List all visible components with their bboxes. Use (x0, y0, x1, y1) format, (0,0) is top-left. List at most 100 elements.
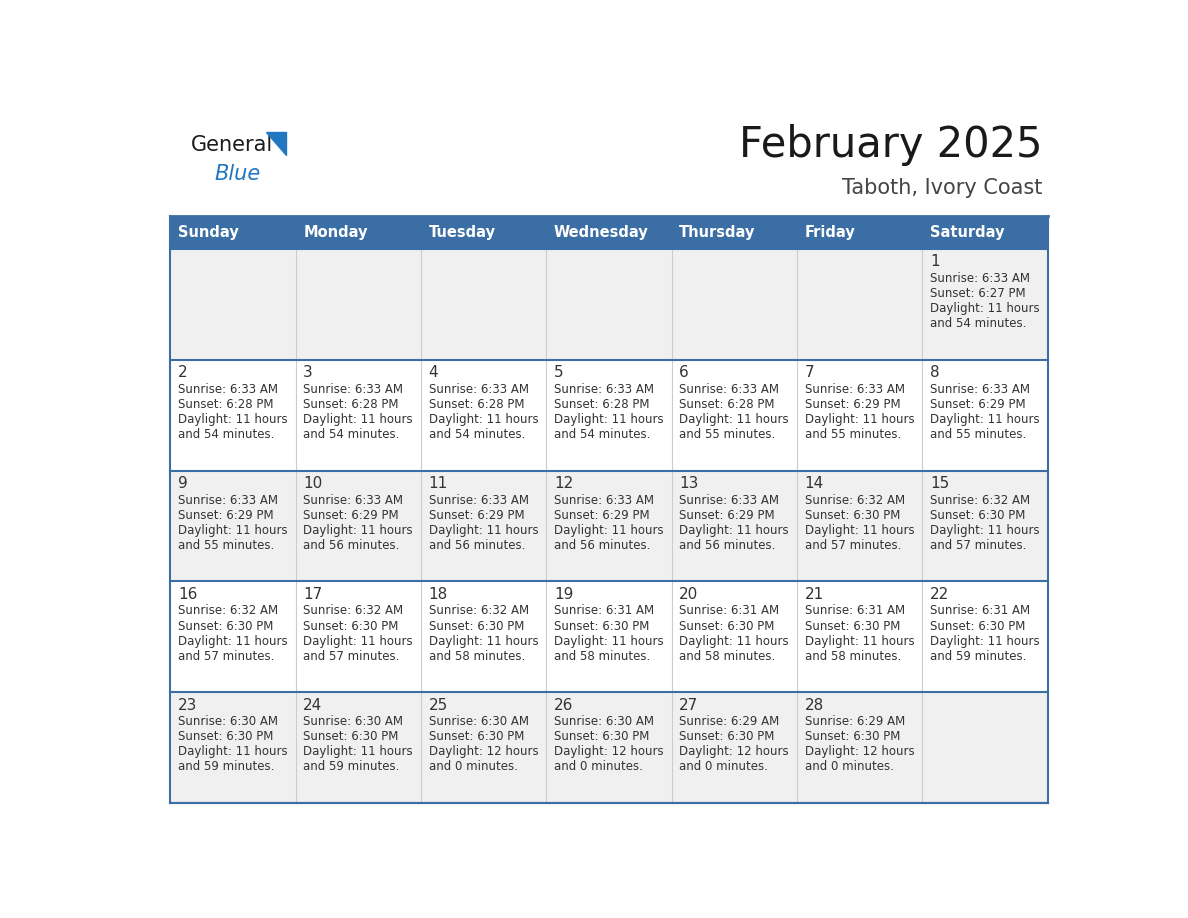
Bar (922, 471, 1048, 581)
Text: Daylight: 11 hours: Daylight: 11 hours (930, 413, 1040, 426)
Bar (296, 581, 421, 692)
Text: Daylight: 11 hours: Daylight: 11 hours (554, 523, 664, 537)
Text: Daylight: 11 hours: Daylight: 11 hours (178, 523, 287, 537)
Text: 2: 2 (178, 365, 188, 380)
Text: Taboth, Ivory Coast: Taboth, Ivory Coast (842, 178, 1042, 198)
Text: Sunday: Sunday (178, 225, 239, 241)
Text: Daylight: 11 hours: Daylight: 11 hours (429, 523, 538, 537)
Text: Sunrise: 6:30 AM: Sunrise: 6:30 AM (178, 715, 278, 728)
Text: Sunset: 6:30 PM: Sunset: 6:30 PM (429, 731, 524, 744)
Text: Sunset: 6:28 PM: Sunset: 6:28 PM (178, 397, 273, 410)
Text: Sunset: 6:30 PM: Sunset: 6:30 PM (303, 731, 399, 744)
Text: Sunrise: 6:30 AM: Sunrise: 6:30 AM (303, 715, 403, 728)
Text: and 58 minutes.: and 58 minutes. (680, 650, 776, 663)
Text: Sunrise: 6:33 AM: Sunrise: 6:33 AM (303, 383, 403, 396)
Text: Daylight: 12 hours: Daylight: 12 hours (804, 745, 915, 758)
Bar (546, 581, 671, 692)
Text: and 55 minutes.: and 55 minutes. (178, 539, 274, 552)
Bar (296, 471, 421, 581)
Bar (797, 217, 922, 249)
Text: and 58 minutes.: and 58 minutes. (804, 650, 901, 663)
Text: Sunrise: 6:31 AM: Sunrise: 6:31 AM (930, 604, 1030, 618)
Text: Sunset: 6:30 PM: Sunset: 6:30 PM (680, 731, 775, 744)
Bar (797, 471, 922, 581)
Bar (546, 249, 671, 360)
Text: Daylight: 11 hours: Daylight: 11 hours (804, 413, 915, 426)
Bar (546, 217, 671, 249)
Bar (546, 471, 671, 581)
Text: Sunset: 6:30 PM: Sunset: 6:30 PM (930, 620, 1025, 633)
Text: and 57 minutes.: and 57 minutes. (303, 650, 399, 663)
Bar (296, 217, 421, 249)
Text: Sunset: 6:29 PM: Sunset: 6:29 PM (429, 509, 524, 521)
Text: and 0 minutes.: and 0 minutes. (554, 760, 643, 774)
Text: Sunrise: 6:30 AM: Sunrise: 6:30 AM (429, 715, 529, 728)
Text: Sunset: 6:29 PM: Sunset: 6:29 PM (554, 509, 650, 521)
Text: 25: 25 (429, 698, 448, 712)
Text: Sunrise: 6:33 AM: Sunrise: 6:33 AM (804, 383, 904, 396)
Text: 3: 3 (303, 365, 312, 380)
Text: Sunrise: 6:31 AM: Sunrise: 6:31 AM (804, 604, 905, 618)
Text: Sunset: 6:30 PM: Sunset: 6:30 PM (804, 620, 901, 633)
Text: and 55 minutes.: and 55 minutes. (930, 428, 1026, 441)
Text: and 54 minutes.: and 54 minutes. (554, 428, 650, 441)
Text: Sunrise: 6:33 AM: Sunrise: 6:33 AM (178, 494, 278, 507)
Text: Sunrise: 6:33 AM: Sunrise: 6:33 AM (429, 383, 529, 396)
Text: General: General (191, 135, 273, 155)
Text: Sunrise: 6:33 AM: Sunrise: 6:33 AM (178, 383, 278, 396)
Text: and 0 minutes.: and 0 minutes. (680, 760, 769, 774)
Text: Sunset: 6:28 PM: Sunset: 6:28 PM (429, 397, 524, 410)
Bar (546, 692, 671, 803)
Text: Sunrise: 6:33 AM: Sunrise: 6:33 AM (930, 272, 1030, 285)
Text: Sunset: 6:27 PM: Sunset: 6:27 PM (930, 286, 1025, 300)
Bar (170, 249, 296, 360)
Bar (546, 360, 671, 471)
Text: 1: 1 (930, 254, 940, 269)
Text: Daylight: 11 hours: Daylight: 11 hours (303, 413, 413, 426)
Text: and 58 minutes.: and 58 minutes. (554, 650, 650, 663)
Bar (170, 581, 296, 692)
Text: Daylight: 11 hours: Daylight: 11 hours (930, 302, 1040, 315)
Text: 12: 12 (554, 476, 573, 491)
Text: and 59 minutes.: and 59 minutes. (930, 650, 1026, 663)
Text: Sunset: 6:30 PM: Sunset: 6:30 PM (554, 620, 650, 633)
Text: Sunset: 6:30 PM: Sunset: 6:30 PM (178, 731, 273, 744)
Text: Daylight: 11 hours: Daylight: 11 hours (178, 745, 287, 758)
Text: 27: 27 (680, 698, 699, 712)
Text: Daylight: 11 hours: Daylight: 11 hours (178, 413, 287, 426)
Text: Sunrise: 6:33 AM: Sunrise: 6:33 AM (930, 383, 1030, 396)
Bar (922, 249, 1048, 360)
Text: 8: 8 (930, 365, 940, 380)
Text: 24: 24 (303, 698, 322, 712)
Text: Friday: Friday (804, 225, 855, 241)
Text: Sunset: 6:29 PM: Sunset: 6:29 PM (804, 397, 901, 410)
Text: 10: 10 (303, 476, 322, 491)
Text: Blue: Blue (214, 164, 260, 185)
Bar (296, 249, 421, 360)
Text: Sunset: 6:28 PM: Sunset: 6:28 PM (303, 397, 399, 410)
Text: and 57 minutes.: and 57 minutes. (804, 539, 901, 552)
Text: Thursday: Thursday (680, 225, 756, 241)
Text: and 54 minutes.: and 54 minutes. (930, 317, 1026, 330)
Text: Daylight: 11 hours: Daylight: 11 hours (303, 523, 413, 537)
Text: Daylight: 11 hours: Daylight: 11 hours (303, 634, 413, 647)
Text: 15: 15 (930, 476, 949, 491)
Text: Sunset: 6:30 PM: Sunset: 6:30 PM (554, 731, 650, 744)
Text: Monday: Monday (303, 225, 368, 241)
Text: Sunset: 6:30 PM: Sunset: 6:30 PM (680, 620, 775, 633)
Bar (797, 581, 922, 692)
Text: 5: 5 (554, 365, 563, 380)
Text: and 54 minutes.: and 54 minutes. (303, 428, 399, 441)
Text: 9: 9 (178, 476, 188, 491)
Text: Sunset: 6:29 PM: Sunset: 6:29 PM (178, 509, 273, 521)
Bar (922, 217, 1048, 249)
Text: and 54 minutes.: and 54 minutes. (178, 428, 274, 441)
Text: 17: 17 (303, 587, 322, 602)
Text: and 0 minutes.: and 0 minutes. (804, 760, 893, 774)
Bar (170, 692, 296, 803)
Text: and 54 minutes.: and 54 minutes. (429, 428, 525, 441)
Text: and 58 minutes.: and 58 minutes. (429, 650, 525, 663)
Text: Daylight: 11 hours: Daylight: 11 hours (680, 523, 789, 537)
Text: Sunrise: 6:31 AM: Sunrise: 6:31 AM (554, 604, 655, 618)
Text: Sunrise: 6:29 AM: Sunrise: 6:29 AM (804, 715, 905, 728)
